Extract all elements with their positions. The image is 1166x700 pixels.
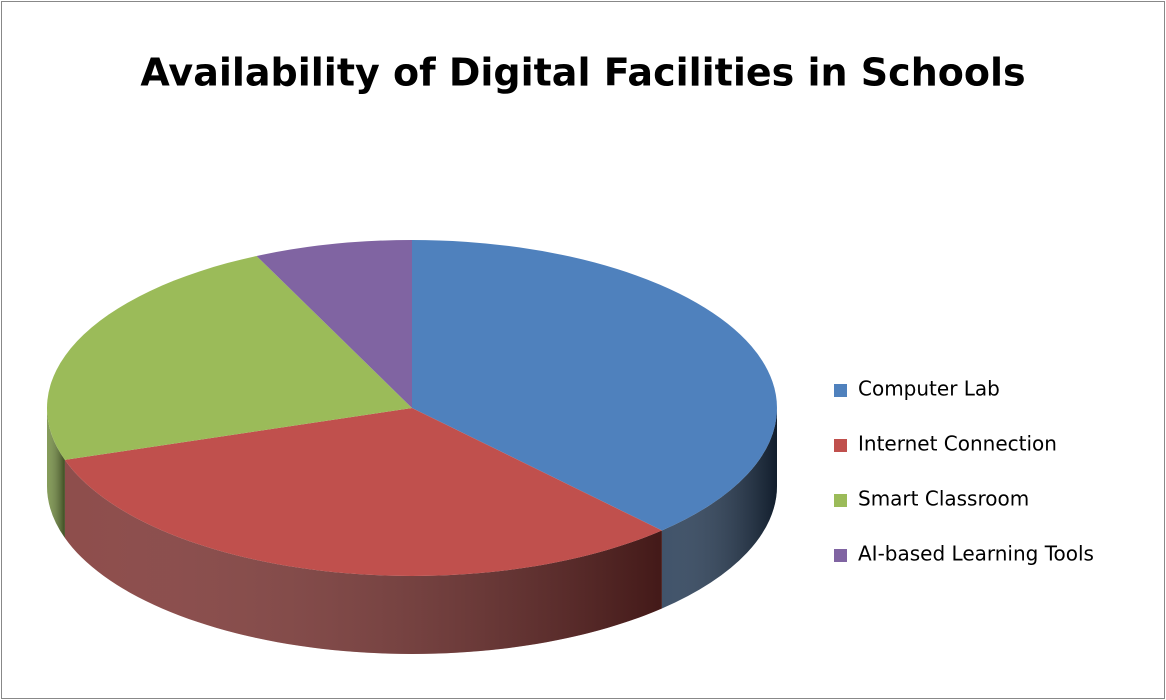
legend-label: Computer Lab (858, 377, 1000, 401)
slice (64, 408, 662, 576)
legend-swatch (834, 494, 847, 507)
slice (412, 240, 778, 531)
legend-swatch (834, 384, 847, 397)
legend-label: Smart Classroom (858, 487, 1029, 511)
slice (256, 240, 412, 408)
slice-side-shade (47, 408, 65, 538)
legend-label: Internet Connection (858, 432, 1057, 456)
slice-side-shade (64, 459, 662, 654)
legend-swatch (834, 549, 847, 562)
chart-title: Availability of Digital Facilities in Sc… (140, 51, 1025, 95)
slice (47, 255, 413, 460)
legend-swatch (834, 439, 847, 452)
slice-side-shade (661, 408, 777, 609)
legend-label: AI-based Learning Tools (858, 542, 1094, 566)
